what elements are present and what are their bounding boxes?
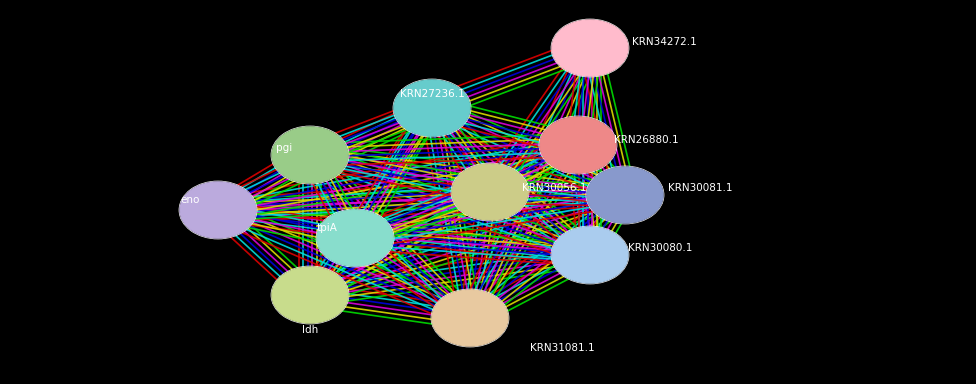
Text: KRN31081.1: KRN31081.1 [530,343,594,353]
Ellipse shape [317,210,393,266]
Ellipse shape [452,164,528,220]
Text: KRN26880.1: KRN26880.1 [614,135,678,145]
Ellipse shape [180,182,256,238]
Text: KRN30081.1: KRN30081.1 [668,183,733,193]
Text: KRN30080.1: KRN30080.1 [628,243,692,253]
Ellipse shape [552,20,628,76]
Ellipse shape [540,117,616,173]
Text: ldh: ldh [302,325,318,335]
Text: pgi: pgi [276,143,292,153]
Ellipse shape [432,290,508,346]
Text: eno: eno [181,195,200,205]
Text: KRN30056.1: KRN30056.1 [522,183,587,193]
Ellipse shape [272,267,348,323]
Ellipse shape [552,227,628,283]
Text: tpiA: tpiA [317,223,338,233]
Ellipse shape [272,127,348,183]
Ellipse shape [587,167,663,223]
Text: KRN34272.1: KRN34272.1 [632,37,697,47]
Ellipse shape [394,80,470,136]
Text: KRN27236.1: KRN27236.1 [399,89,465,99]
